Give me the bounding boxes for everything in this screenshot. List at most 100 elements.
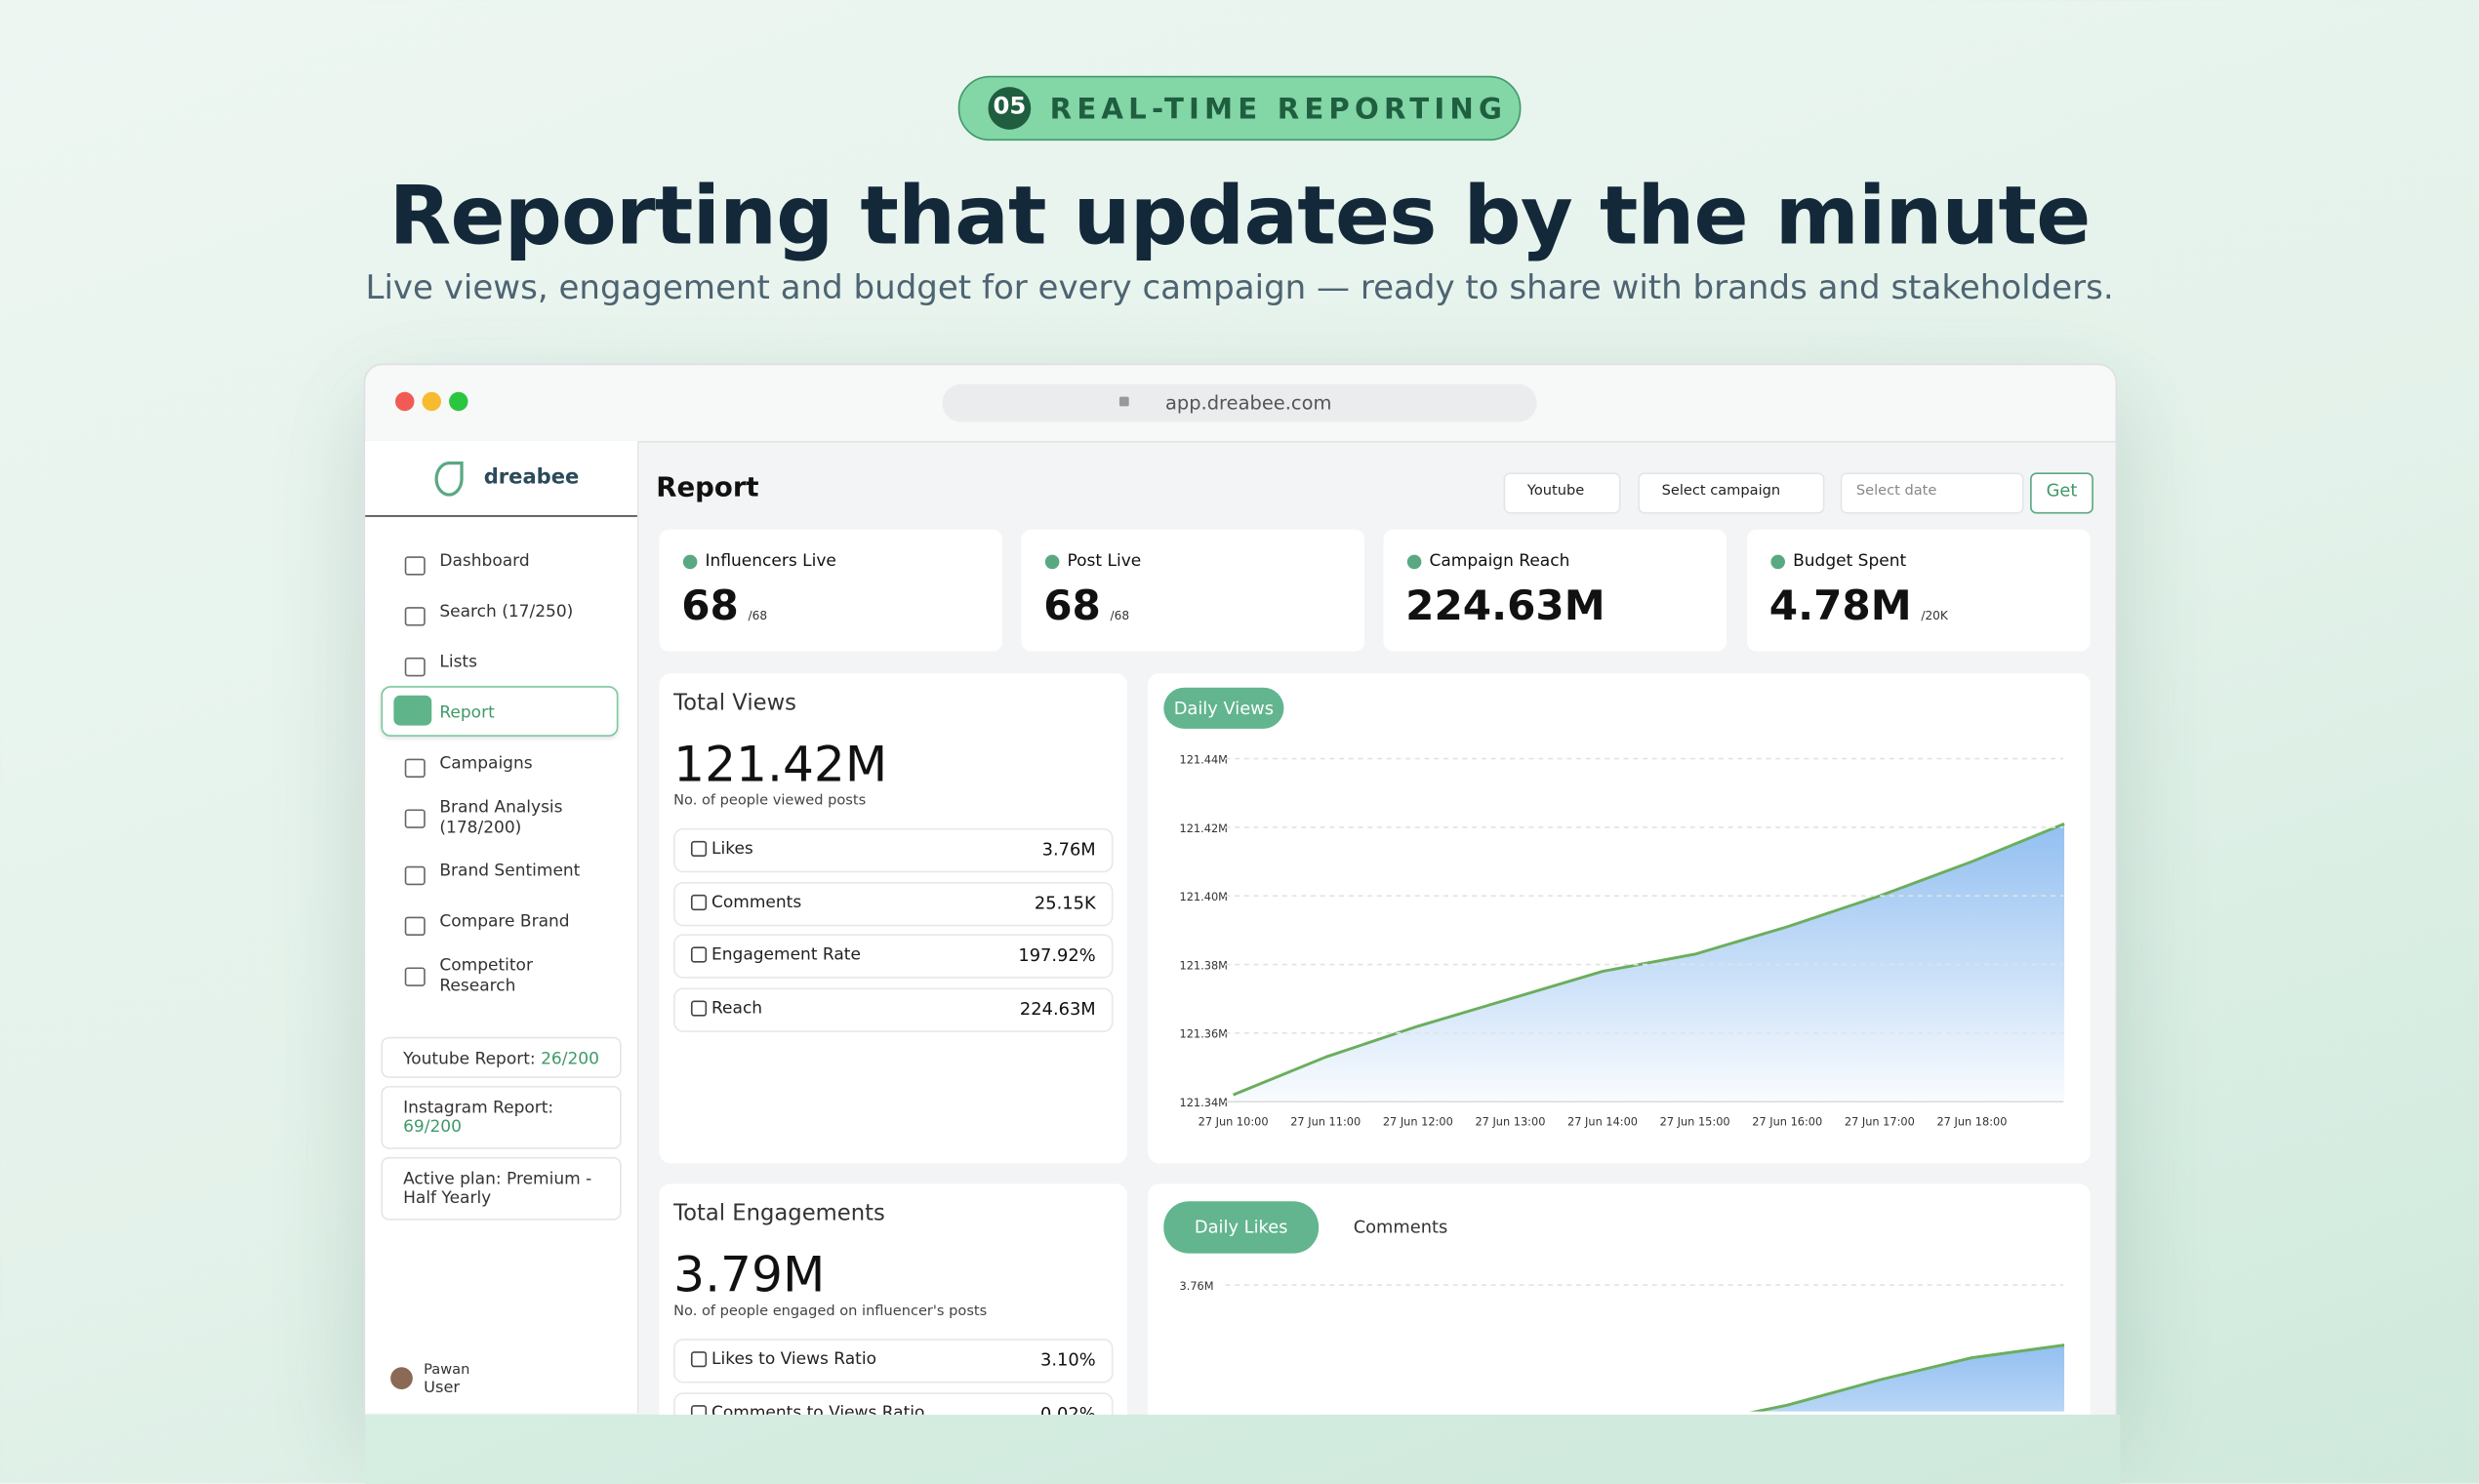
kpi-card xyxy=(1747,529,2091,652)
logo-line xyxy=(365,515,637,517)
nav-item[interactable]: Brand Analysis (178/200) xyxy=(439,798,563,837)
quota-value: 26/200 xyxy=(541,1049,599,1069)
nav-item[interactable]: Search (17/250) xyxy=(439,602,574,622)
line xyxy=(1233,822,2065,1097)
y-tick-label: 121.40M xyxy=(1180,890,1228,903)
y-tick-label: 121.36M xyxy=(1180,1027,1228,1041)
row-value: 3.10% xyxy=(1040,1349,1096,1371)
nav-icon xyxy=(404,607,426,626)
views-card xyxy=(659,673,1128,1164)
subtitle: Live views, engagement and budget for ev… xyxy=(365,268,2114,307)
nav-icon xyxy=(404,758,426,779)
filter-text: Youtube xyxy=(1526,483,1585,500)
x-tick-label: 27 Jun 16:00 xyxy=(1752,1114,1822,1128)
nav-item[interactable]: Brand Sentiment xyxy=(439,861,581,881)
window-max[interactable] xyxy=(449,391,468,412)
plan-label: Active plan: Premium - Half Yearly xyxy=(403,1169,592,1208)
x-tick-label: 27 Jun 17:00 xyxy=(1845,1114,1915,1128)
tab-active[interactable] xyxy=(1163,1201,1320,1254)
stat-value: 121.42M xyxy=(673,736,888,794)
stat-row xyxy=(673,1339,1114,1384)
row-icon xyxy=(690,840,708,858)
row-icon xyxy=(690,894,708,910)
plot xyxy=(1233,822,2065,1103)
nav-icon xyxy=(404,657,426,677)
tab-label: Comments xyxy=(1354,1218,1448,1238)
clip-mask xyxy=(365,1414,2121,1484)
y-tick-label: 121.38M xyxy=(1180,958,1228,972)
kpi-icon xyxy=(1044,554,1060,570)
stat-title: Total Engagements xyxy=(673,1201,885,1227)
kpi-icon xyxy=(1770,554,1785,570)
plan: Active plan: Premium - Half Yearly xyxy=(381,1156,622,1221)
quota: Instagram Report: 69/200 xyxy=(381,1085,622,1149)
kpi-label: Budget Spent xyxy=(1793,551,1907,571)
nav-item[interactable]: Compare Brand xyxy=(439,911,570,932)
stat-title: Total Views xyxy=(673,690,796,716)
avatar xyxy=(390,1367,413,1389)
row-value: 3.76M xyxy=(1041,839,1096,861)
kpi-value: 4.78M xyxy=(1768,582,1912,631)
window-close[interactable] xyxy=(395,391,415,412)
y-tick-label: 121.44M xyxy=(1180,752,1228,766)
nav-icon xyxy=(404,809,426,828)
nav-item[interactable]: Lists xyxy=(439,653,477,672)
window-min[interactable] xyxy=(422,391,441,412)
stat-row xyxy=(673,987,1114,1033)
area xyxy=(1756,1344,2065,1412)
x-tick-label: 27 Jun 10:00 xyxy=(1199,1114,1269,1128)
row-value: 224.63M xyxy=(1019,998,1096,1021)
url-bar[interactable] xyxy=(942,383,1537,422)
tab-active[interactable] xyxy=(1163,687,1284,729)
kpi-value: 68 xyxy=(681,582,739,631)
nav-item[interactable]: Report xyxy=(439,702,495,723)
kpi-label: Campaign Reach xyxy=(1429,551,1570,571)
engagement-card xyxy=(659,1183,1128,1437)
user-role: User xyxy=(424,1380,461,1398)
x-tick-label: 27 Jun 18:00 xyxy=(1936,1114,2007,1128)
tab-label: Daily Likes xyxy=(1195,1218,1288,1238)
row-icon xyxy=(690,1351,708,1368)
user-name: Pawan xyxy=(424,1362,470,1379)
row-label: Likes to Views Ratio xyxy=(711,1349,876,1369)
logo-mark xyxy=(434,461,464,497)
kpi-suffix: /68 xyxy=(748,608,768,623)
nav-item[interactable]: Dashboard xyxy=(439,551,530,571)
x-tick-label: 27 Jun 13:00 xyxy=(1475,1114,1545,1128)
row-label: Likes xyxy=(711,839,753,859)
nav-icon xyxy=(404,865,426,886)
kpi-label: Post Live xyxy=(1067,551,1142,571)
kpi-card xyxy=(1021,529,1365,652)
badge xyxy=(957,75,1522,141)
get-button[interactable] xyxy=(2030,472,2093,514)
date-placeholder: Select date xyxy=(1855,483,1937,500)
filter[interactable] xyxy=(1638,472,1825,514)
nav-item[interactable]: Competitor Research xyxy=(439,956,533,995)
nav-icon xyxy=(404,967,426,986)
badge-circle xyxy=(988,87,1032,130)
date-input[interactable] xyxy=(1840,472,2024,514)
row-icon xyxy=(690,947,708,964)
kpi-value: 224.63M xyxy=(1405,582,1605,631)
x-tick-label: 27 Jun 14:00 xyxy=(1567,1114,1638,1128)
stat-row xyxy=(673,935,1114,980)
plot xyxy=(1749,1344,2065,1412)
badge-text: REAL-TIME REPORTING xyxy=(1049,93,1508,127)
x-tick-label: 27 Jun 15:00 xyxy=(1660,1114,1730,1128)
nav-item[interactable]: Campaigns xyxy=(439,753,533,774)
badge-number: 05 xyxy=(993,91,1027,121)
line xyxy=(1749,1344,2065,1412)
filter[interactable] xyxy=(1503,472,1621,514)
x-tick-label: 27 Jun 11:00 xyxy=(1290,1114,1361,1128)
stat-row xyxy=(673,881,1114,926)
filter-text: Select campaign xyxy=(1661,483,1781,500)
kpi-card xyxy=(1383,529,1727,652)
stat-caption: No. of people engaged on influencer's po… xyxy=(673,1304,988,1320)
stat-caption: No. of people viewed posts xyxy=(673,793,867,810)
quota-label: Youtube Report: xyxy=(403,1049,536,1069)
sidebar xyxy=(365,440,639,1414)
y-tick-label: 121.34M xyxy=(1180,1096,1228,1109)
